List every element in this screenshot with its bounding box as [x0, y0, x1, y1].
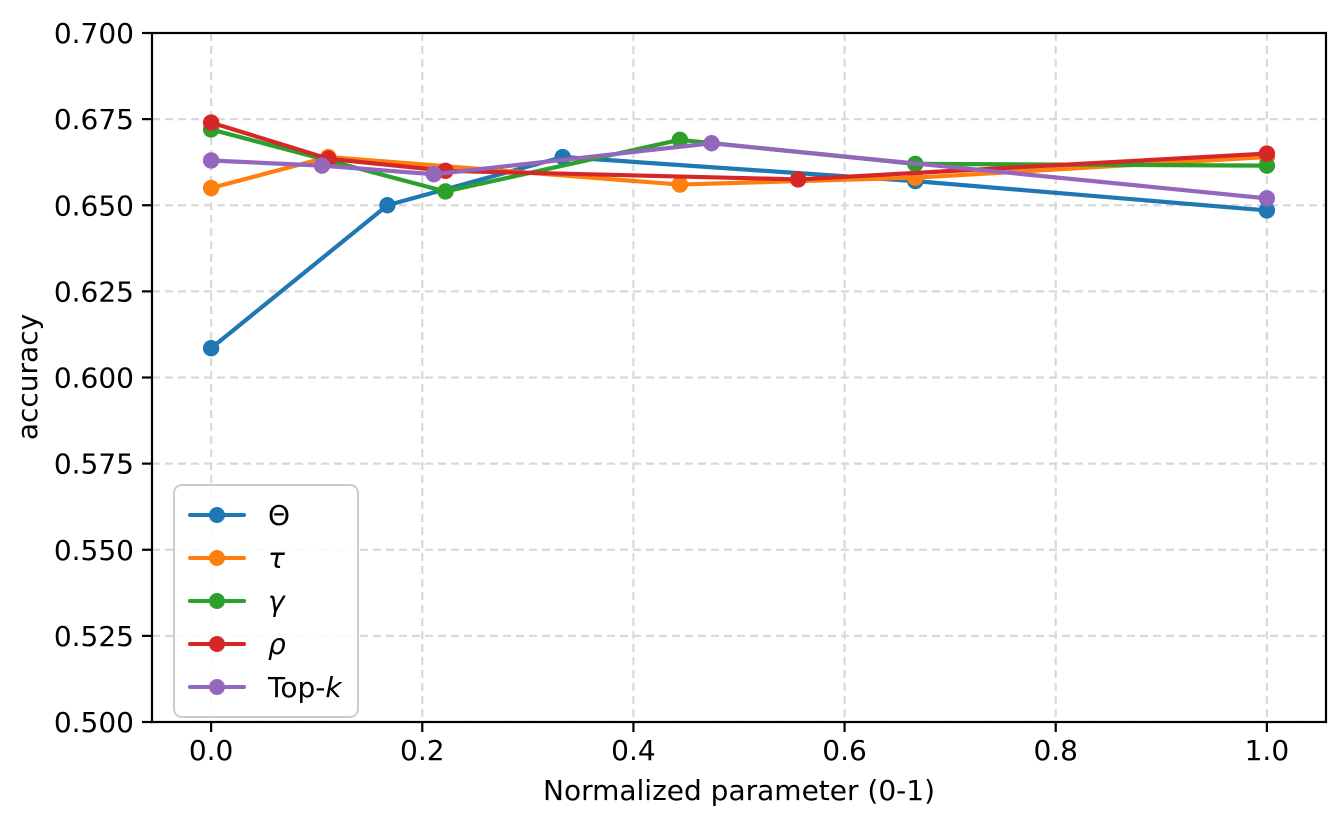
x-tick-label: 1.0 — [1245, 734, 1290, 767]
x-tick-label: 0.6 — [822, 734, 867, 767]
y-tick-label: 0.625 — [54, 275, 134, 308]
legend-label: Θ — [268, 498, 291, 532]
series-marker-tau — [671, 176, 689, 193]
legend-line-icon — [188, 635, 246, 653]
legend-line-icon — [188, 549, 246, 567]
series-marker-gamma — [437, 183, 454, 200]
y-tick-label: 0.650 — [54, 189, 134, 222]
legend-item-top-k: Top-k — [188, 667, 344, 707]
series-marker-theta — [379, 197, 396, 214]
series-marker-top-k — [1258, 190, 1276, 207]
series-marker-theta — [202, 340, 220, 357]
series-marker-top-k — [313, 157, 331, 174]
legend-label: γ — [268, 584, 285, 618]
y-tick-label: 0.675 — [54, 103, 134, 136]
y-tick-label: 0.525 — [54, 620, 134, 653]
series-marker-rho — [1258, 145, 1276, 162]
y-tick-label: 0.550 — [54, 534, 134, 567]
legend-line-icon — [188, 506, 246, 524]
series-marker-top-k — [425, 166, 443, 183]
series-marker-gamma — [1258, 157, 1276, 174]
legend-item-gamma: γ — [188, 581, 344, 621]
series-marker-tau — [202, 179, 220, 197]
x-tick-label: 0.8 — [1033, 734, 1078, 767]
y-tick-label: 0.575 — [54, 448, 134, 481]
x-axis-label: Normalized parameter (0-1) — [543, 774, 935, 807]
series-line-theta — [209, 154, 1269, 351]
series-marker-top-k — [202, 152, 220, 169]
series-marker-top-k — [703, 135, 720, 152]
legend-label: τ — [268, 541, 285, 575]
series-marker-theta — [1258, 202, 1276, 219]
legend-label: Top-k — [268, 670, 342, 704]
x-tick-label: 0.4 — [611, 734, 656, 767]
legend-line-icon — [188, 592, 246, 610]
y-tick-label: 0.700 — [54, 17, 134, 50]
series-marker-rho — [789, 171, 807, 188]
legend-item-tau: τ — [188, 538, 344, 578]
x-tick-label: 0.2 — [400, 734, 445, 767]
y-tick-label: 0.600 — [54, 362, 134, 395]
legend-label: ρ — [268, 627, 286, 661]
legend-item-theta: Θ — [188, 495, 344, 535]
x-tick-label: 0.0 — [189, 734, 234, 767]
series-marker-rho — [202, 114, 220, 131]
y-tick-label: 0.500 — [54, 706, 134, 739]
legend-item-rho: ρ — [188, 624, 344, 664]
y-axis-label: accuracy — [11, 313, 44, 441]
series-marker-gamma — [671, 131, 689, 148]
legend-line-icon — [188, 678, 246, 696]
